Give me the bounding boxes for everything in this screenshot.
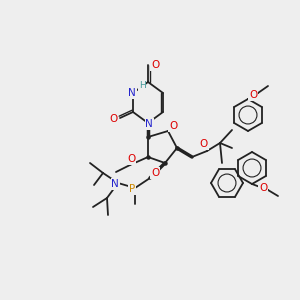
Text: N: N (111, 179, 119, 189)
Text: N: N (128, 88, 136, 98)
Text: O: O (151, 60, 159, 70)
Text: O: O (127, 154, 135, 164)
Text: O: O (151, 168, 159, 178)
Text: P: P (129, 184, 135, 194)
Text: O: O (259, 183, 267, 193)
Text: H: H (139, 82, 145, 91)
Text: O: O (249, 90, 257, 100)
Text: O: O (200, 139, 208, 149)
Text: O: O (109, 114, 117, 124)
Text: N: N (145, 119, 153, 129)
Text: O: O (169, 121, 177, 131)
